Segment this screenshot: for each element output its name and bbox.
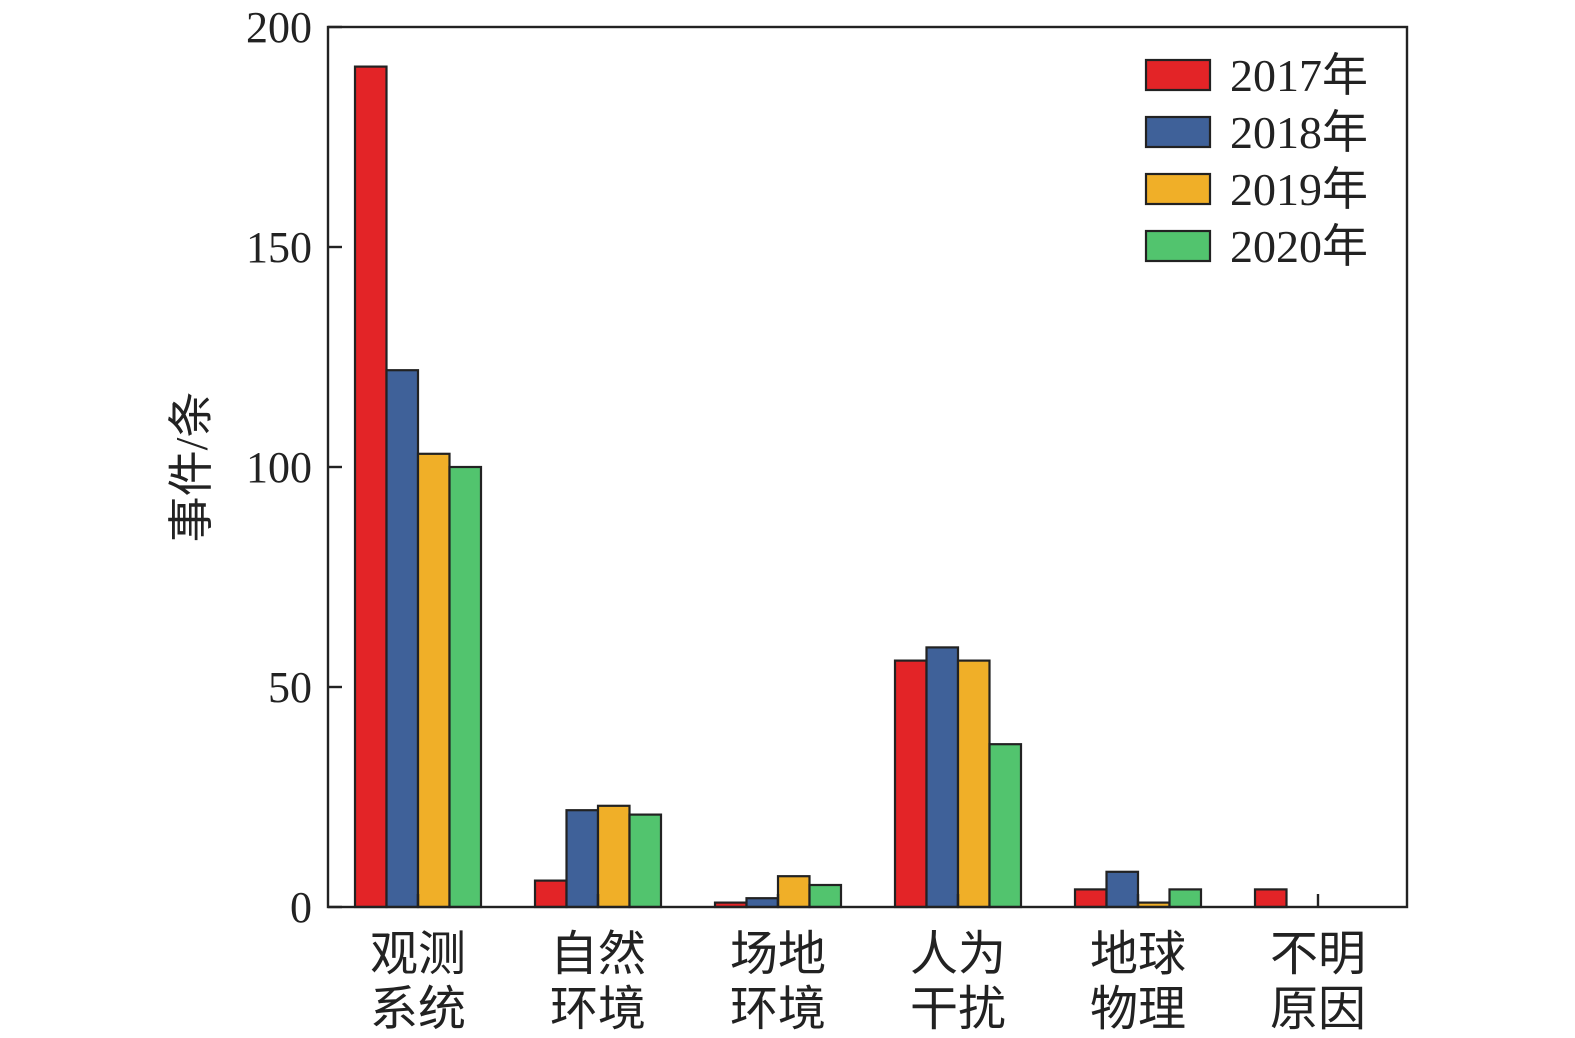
- bar-2-3: [808, 883, 843, 909]
- bar-0-0: [353, 65, 388, 909]
- bar-4-0: [1073, 888, 1108, 909]
- plot-frame: [326, 25, 1409, 909]
- x-tick-label-4-1: 物理: [1090, 983, 1186, 1036]
- bar-4-1: [1105, 870, 1140, 909]
- legend-swatch-1: [1144, 115, 1212, 149]
- x-tick-label-0-1: 系统: [370, 983, 466, 1036]
- bar-2-1: [745, 897, 780, 909]
- y-tick-label-4: 200: [246, 3, 312, 52]
- x-tick-label-2-0: 场地: [730, 928, 826, 981]
- x-tick-label-1-0: 自然: [550, 928, 646, 981]
- bar-5-0: [1253, 888, 1288, 909]
- bar-1-3: [628, 813, 663, 909]
- legend-swatch-3: [1144, 229, 1212, 263]
- legend-label-1: 2018年: [1230, 107, 1368, 158]
- bar-3-3: [988, 743, 1023, 909]
- legend-label-2: 2019年: [1230, 164, 1368, 215]
- x-tick-label-0-0: 观测: [370, 928, 466, 981]
- x-tick-label-2-1: 环境: [730, 983, 826, 1036]
- legend-swatch-2: [1144, 172, 1212, 206]
- x-tick-label-3-0: 人为: [910, 928, 1006, 981]
- legend-label-3: 2020年: [1230, 221, 1368, 272]
- bar-3-0: [893, 659, 928, 909]
- bar-0-2: [416, 452, 451, 909]
- bar-2-2: [776, 875, 811, 909]
- bar-0-1: [385, 369, 420, 909]
- x-tick-label-1-1: 环境: [550, 983, 646, 1036]
- x-tick-label-4-0: 地球: [1090, 928, 1186, 981]
- bar-3-2: [956, 659, 991, 909]
- bar-4-3: [1168, 888, 1203, 909]
- bar-1-2: [596, 804, 631, 909]
- y-tick-label-2: 100: [246, 443, 312, 492]
- x-tick-label-5-0: 不明: [1270, 928, 1366, 981]
- x-tick-label-3-1: 干扰: [910, 983, 1006, 1036]
- bar-0-3: [448, 465, 483, 909]
- y-tick-label-3: 150: [246, 223, 312, 272]
- bar-3-1: [925, 646, 960, 909]
- x-tick-label-5-1: 原因: [1270, 983, 1366, 1036]
- legend-label-0: 2017年: [1230, 50, 1368, 101]
- y-axis-label: 事件/条: [166, 392, 217, 543]
- y-tick-label-0: 0: [290, 883, 312, 932]
- y-tick-label-1: 50: [268, 663, 312, 712]
- legend-swatch-0: [1144, 58, 1212, 92]
- legend: 2017年 2018年 2019年 2020年: [1144, 50, 1368, 272]
- bar-1-1: [565, 809, 600, 909]
- bar-1-0: [533, 879, 568, 909]
- bars-layer: [353, 65, 1288, 909]
